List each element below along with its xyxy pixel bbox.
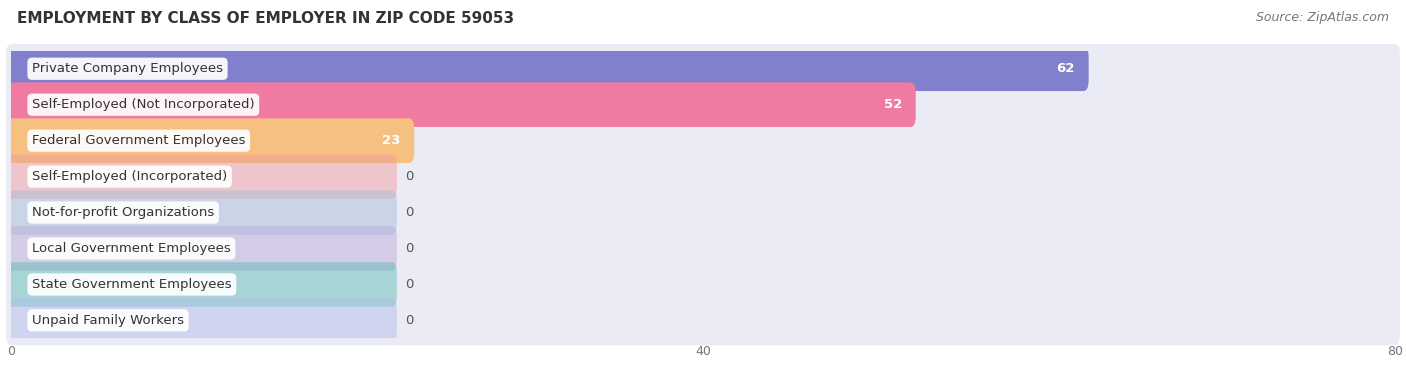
Text: 0: 0 — [405, 314, 413, 327]
Text: 52: 52 — [883, 98, 901, 111]
Text: 62: 62 — [1056, 62, 1074, 75]
Text: Not-for-profit Organizations: Not-for-profit Organizations — [32, 206, 214, 219]
FancyBboxPatch shape — [6, 298, 396, 343]
FancyBboxPatch shape — [6, 260, 1400, 309]
Text: Private Company Employees: Private Company Employees — [32, 62, 224, 75]
Text: 23: 23 — [382, 134, 401, 147]
FancyBboxPatch shape — [6, 262, 396, 307]
FancyBboxPatch shape — [6, 118, 415, 163]
FancyBboxPatch shape — [6, 82, 915, 127]
FancyBboxPatch shape — [6, 154, 396, 199]
Text: Local Government Employees: Local Government Employees — [32, 242, 231, 255]
FancyBboxPatch shape — [6, 44, 1400, 94]
Text: State Government Employees: State Government Employees — [32, 278, 232, 291]
FancyBboxPatch shape — [6, 80, 1400, 129]
FancyBboxPatch shape — [6, 190, 396, 235]
Text: Self-Employed (Incorporated): Self-Employed (Incorporated) — [32, 170, 228, 183]
FancyBboxPatch shape — [6, 47, 1088, 91]
FancyBboxPatch shape — [6, 296, 1400, 345]
Text: 0: 0 — [405, 278, 413, 291]
FancyBboxPatch shape — [6, 224, 1400, 273]
Text: Federal Government Employees: Federal Government Employees — [32, 134, 246, 147]
FancyBboxPatch shape — [6, 226, 396, 271]
Text: 0: 0 — [405, 242, 413, 255]
Text: Self-Employed (Not Incorporated): Self-Employed (Not Incorporated) — [32, 98, 254, 111]
Text: 0: 0 — [405, 170, 413, 183]
Text: Source: ZipAtlas.com: Source: ZipAtlas.com — [1256, 11, 1389, 24]
FancyBboxPatch shape — [6, 188, 1400, 237]
FancyBboxPatch shape — [6, 152, 1400, 202]
Text: 0: 0 — [405, 206, 413, 219]
Text: EMPLOYMENT BY CLASS OF EMPLOYER IN ZIP CODE 59053: EMPLOYMENT BY CLASS OF EMPLOYER IN ZIP C… — [17, 11, 515, 26]
Text: Unpaid Family Workers: Unpaid Family Workers — [32, 314, 184, 327]
FancyBboxPatch shape — [6, 116, 1400, 165]
